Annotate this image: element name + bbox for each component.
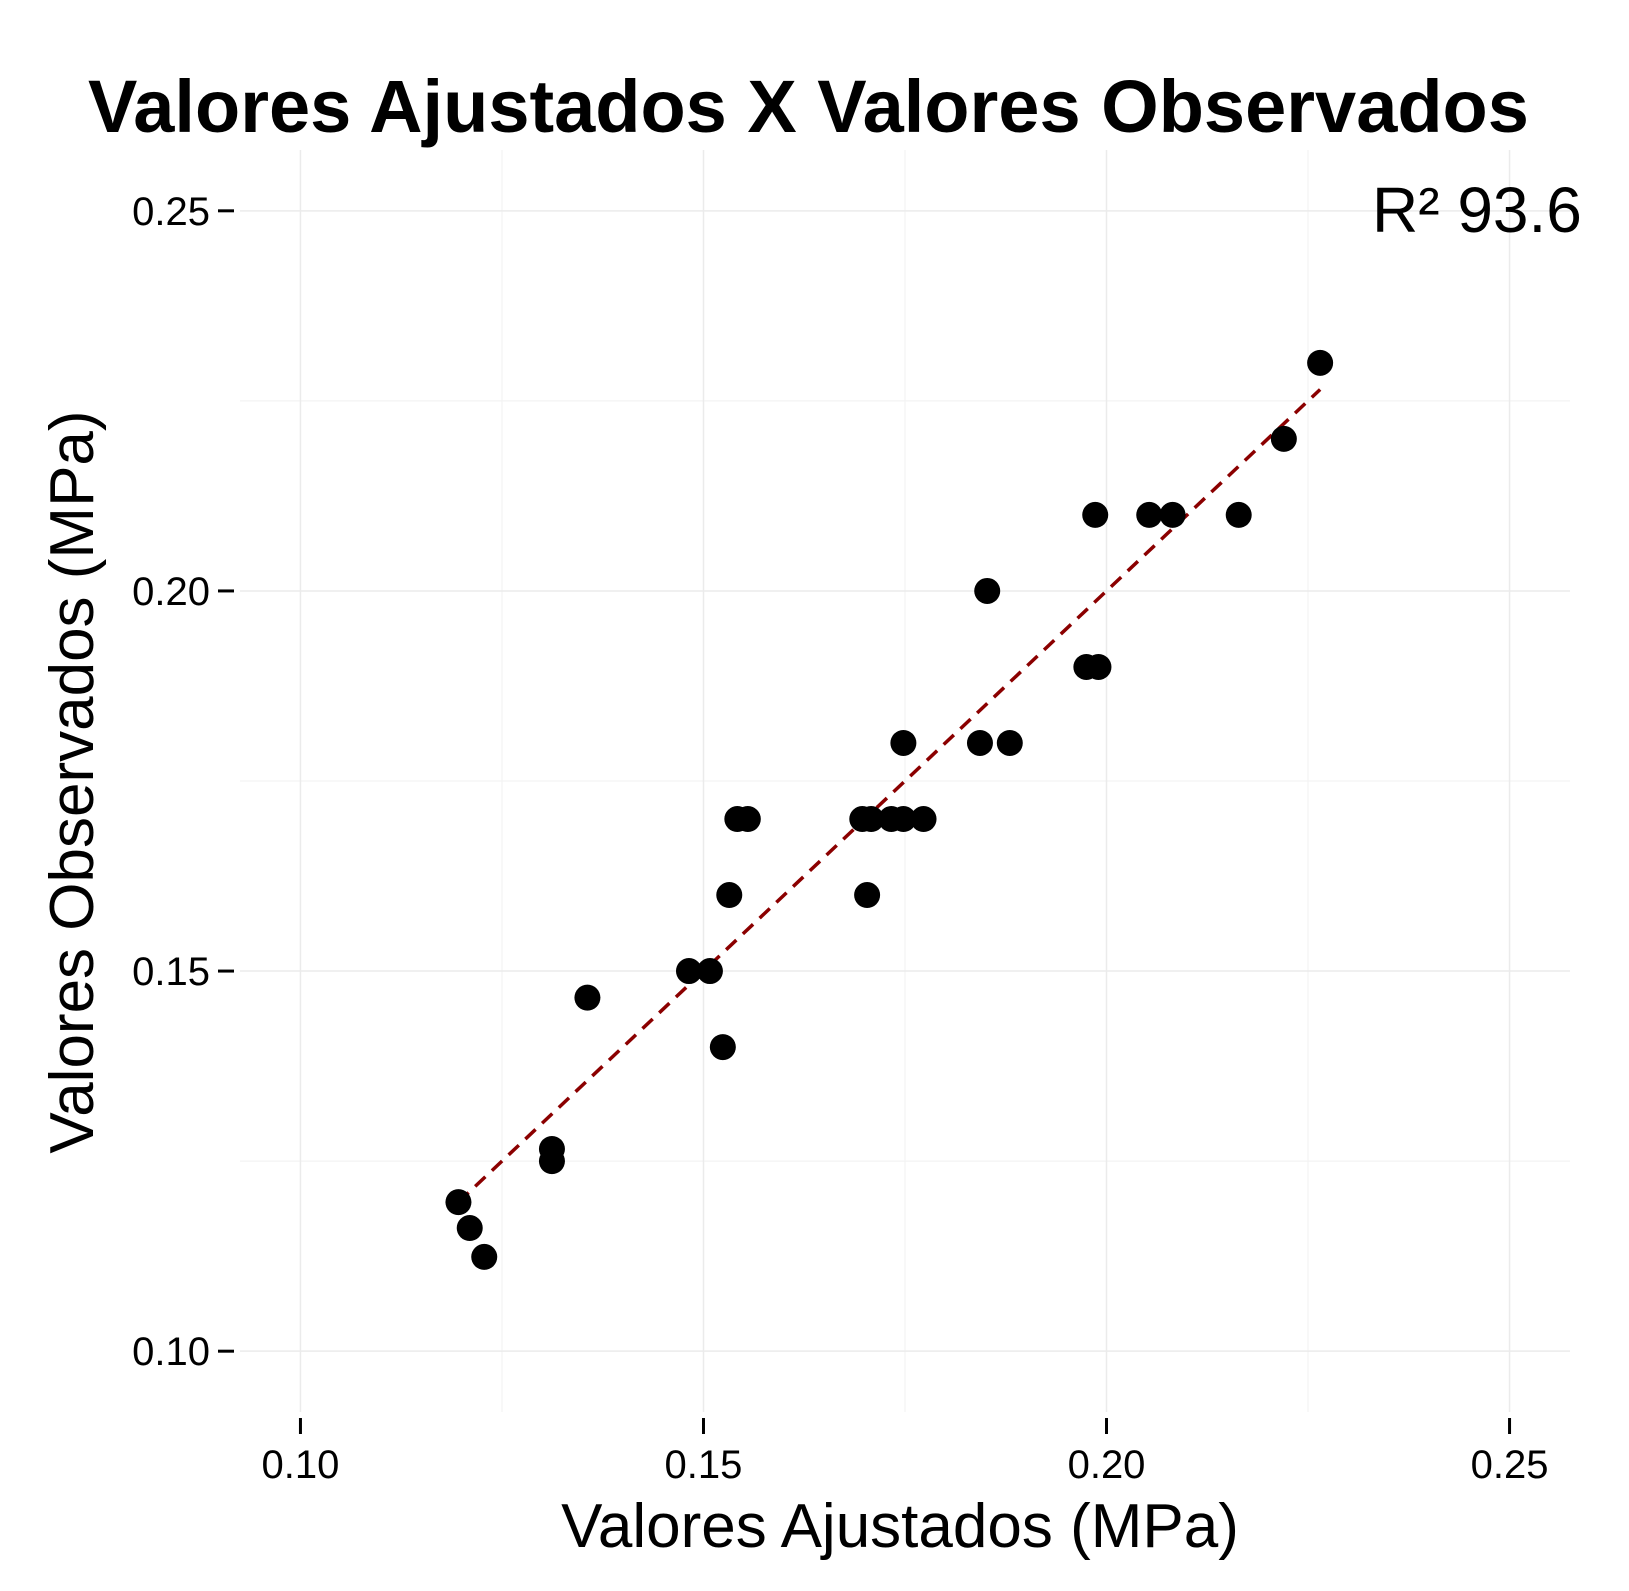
- fit-line: [457, 388, 1322, 1204]
- chart-title: Valores Ajustados X Valores Observados: [88, 65, 1529, 148]
- data-point: [890, 806, 917, 833]
- data-point: [696, 958, 723, 985]
- y-tick-label: 0.15: [132, 950, 210, 994]
- x-tick-label: 0.10: [262, 1443, 340, 1487]
- data-point: [890, 729, 917, 756]
- data-point: [1136, 501, 1163, 528]
- data-point: [471, 1243, 498, 1270]
- data-point: [716, 882, 743, 909]
- data-point: [574, 984, 601, 1011]
- data-point: [538, 1148, 565, 1175]
- data-point: [1307, 349, 1334, 376]
- data-point: [456, 1215, 483, 1242]
- data-point: [1085, 653, 1112, 680]
- data-point: [709, 1034, 736, 1061]
- x-tick-label: 0.15: [665, 1443, 743, 1487]
- data-point: [734, 806, 761, 833]
- data-point: [445, 1189, 472, 1216]
- y-tick-label: 0.10: [132, 1330, 210, 1374]
- x-axis-title: Valores Ajustados (MPa): [561, 1492, 1239, 1561]
- data-point: [1270, 425, 1297, 452]
- data-point: [854, 882, 881, 909]
- x-axis: 0.10 0.15 0.20 0.25: [262, 1418, 1549, 1487]
- data-point: [974, 577, 1001, 604]
- x-tick-label: 0.25: [1471, 1443, 1549, 1487]
- data-point: [966, 729, 993, 756]
- y-axis: 0.10 0.15 0.20 0.25: [132, 190, 234, 1374]
- data-point: [1159, 501, 1186, 528]
- y-tick-label: 0.20: [132, 570, 210, 614]
- y-tick-label: 0.25: [132, 190, 210, 234]
- data-point: [1225, 501, 1252, 528]
- data-point: [1082, 501, 1109, 528]
- data-point: [996, 729, 1023, 756]
- r-squared-annotation: R² 93.6: [1372, 174, 1582, 246]
- data-point: [910, 806, 937, 833]
- data-point: [858, 806, 885, 833]
- x-tick-label: 0.20: [1068, 1443, 1146, 1487]
- data-point: [675, 958, 702, 985]
- data-points: [445, 349, 1334, 1270]
- y-axis-title: Valores Observados (MPa): [38, 410, 107, 1153]
